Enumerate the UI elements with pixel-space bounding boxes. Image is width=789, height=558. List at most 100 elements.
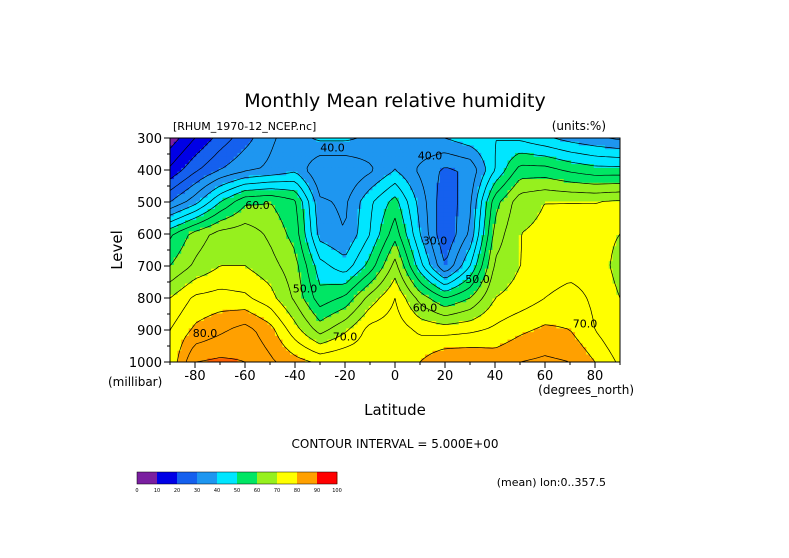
contour-cell: [575, 250, 580, 255]
contour-cell: [260, 171, 265, 176]
contour-cell: [342, 231, 347, 236]
contour-cell: [522, 182, 527, 188]
contour-cell: [218, 186, 224, 191]
contour-cell: [443, 216, 449, 221]
contour-cell: [563, 227, 569, 232]
contour-cell: [537, 186, 542, 191]
contour-cell: [440, 246, 445, 251]
contour-cell: [192, 220, 197, 225]
contour-cell: [410, 268, 415, 273]
contour-cell: [215, 268, 220, 273]
contour-cell: [203, 235, 209, 240]
contour-cell: [245, 156, 250, 161]
contour-cell: [575, 227, 580, 232]
contour-cell: [260, 138, 265, 143]
contour-cell: [537, 145, 542, 150]
contour-cell: [241, 279, 246, 285]
contour-cell: [320, 216, 325, 221]
contour-cell: [481, 261, 486, 266]
contour-cell: [342, 283, 347, 288]
contour-cell: [252, 238, 257, 244]
contour-cell: [425, 149, 430, 154]
contour-cell: [597, 250, 602, 255]
contour-cell: [488, 160, 494, 165]
contour-cell: [365, 223, 370, 229]
contour-cell: [462, 242, 467, 247]
contour-cell: [586, 194, 591, 199]
contour-cell: [312, 201, 317, 206]
contour-cell: [218, 261, 224, 266]
contour-cell: [428, 164, 434, 169]
contour-cell: [350, 171, 355, 176]
contour-cell: [173, 164, 179, 169]
contour-cell: [616, 145, 620, 150]
contour-cell: [575, 160, 580, 165]
contour-cell: [211, 138, 216, 143]
contour-cell: [425, 201, 430, 206]
contour-cell: [286, 197, 291, 203]
contour-cell: [173, 227, 179, 232]
contour-cell: [515, 250, 520, 255]
contour-cell: [477, 167, 482, 173]
contour-cell: [398, 250, 404, 255]
contour-cell: [500, 272, 505, 277]
contour-cell: [522, 238, 527, 244]
contour-cell: [245, 276, 250, 281]
contour-cell: [357, 186, 362, 191]
contour-cell: [230, 182, 235, 188]
contour-cell: [578, 205, 584, 210]
contour-cell: [458, 257, 464, 262]
contour-cell: [466, 268, 471, 273]
contour-cell: [492, 231, 497, 236]
contour-cell: [402, 179, 407, 184]
contour-cell: [335, 149, 340, 154]
contour-cell: [593, 175, 599, 180]
contour-cell: [593, 145, 599, 150]
contour-cell: [245, 152, 250, 158]
contour-cell: [432, 194, 437, 199]
contour-cell: [526, 182, 531, 188]
contour-cell: [582, 268, 587, 273]
contour-cell: [522, 227, 527, 232]
contour-cell: [612, 257, 617, 262]
contour-cell: [278, 276, 284, 281]
contour-cell: [271, 182, 276, 188]
contour-cell: [237, 291, 242, 296]
contour-cell: [275, 212, 280, 217]
contour-cell: [245, 190, 250, 195]
contour-cell: [500, 216, 505, 221]
contour-cell: [541, 223, 546, 229]
contour-cell: [552, 197, 557, 203]
contour-cell: [342, 167, 347, 173]
contour-cell: [248, 242, 254, 247]
contour-cell: [582, 216, 587, 221]
contour-cell: [380, 156, 385, 161]
contour-cell: [308, 156, 314, 161]
contour-cell: [368, 261, 374, 266]
contour-cell: [515, 276, 520, 281]
contour-cell: [530, 257, 535, 262]
contour-cell: [515, 231, 520, 236]
contour-cell: [230, 138, 235, 143]
contour-cell: [353, 261, 359, 266]
contour-cell: [207, 261, 212, 266]
contour-cell: [260, 242, 265, 247]
contour-cell: [481, 182, 486, 188]
contour-cell: [338, 216, 344, 221]
contour-cell: [383, 149, 389, 154]
contour-cell: [177, 238, 182, 244]
contour-cell: [571, 179, 576, 184]
contour-cell: [425, 141, 430, 147]
contour-cell: [447, 182, 452, 188]
contour-cell: [541, 231, 546, 236]
contour-cell: [211, 141, 216, 147]
contour-cell: [248, 205, 254, 210]
contour-cell: [297, 160, 302, 165]
contour-cell: [372, 208, 377, 214]
contour-cell: [481, 186, 486, 191]
contour-cell: [260, 287, 265, 292]
contour-cell: [473, 216, 479, 221]
contour-cell: [537, 212, 542, 217]
contour-cell: [207, 287, 212, 292]
contour-cell: [413, 257, 419, 262]
